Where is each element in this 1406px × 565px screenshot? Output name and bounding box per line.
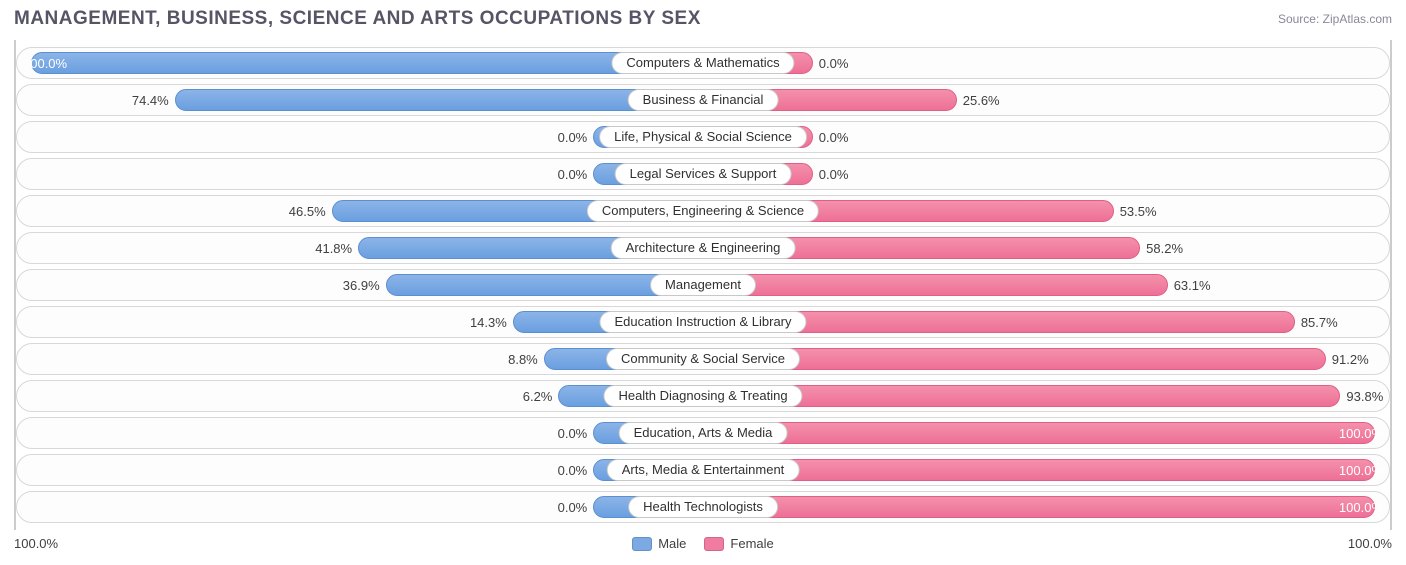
male-value-label: 6.2% [523, 381, 553, 412]
female-value-label: 91.2% [1332, 344, 1369, 375]
category-pill: Computers & Mathematics [611, 52, 794, 74]
male-value-label: 0.0% [558, 492, 588, 523]
chart-row: 36.9% 63.1% Management [16, 269, 1390, 301]
swatch-female [704, 537, 724, 551]
female-bar [703, 496, 1375, 518]
female-bar [703, 422, 1375, 444]
legend-item-female: Female [704, 536, 773, 551]
category-pill: Computers, Engineering & Science [587, 200, 819, 222]
category-pill: Life, Physical & Social Science [599, 126, 807, 148]
category-pill: Community & Social Service [606, 348, 800, 370]
category-pill: Health Diagnosing & Treating [603, 385, 802, 407]
legend-label-male: Male [658, 536, 686, 551]
male-value-label: 0.0% [558, 418, 588, 449]
female-value-label: 100.0% [1339, 418, 1383, 449]
chart-row: 46.5% 53.5% Computers, Engineering & Scien… [16, 195, 1390, 227]
male-value-label: 100.0% [23, 48, 67, 79]
female-value-label: 0.0% [819, 48, 849, 79]
chart-row: 41.8% 58.2% Architecture & Engineering [16, 232, 1390, 264]
chart-header: MANAGEMENT, BUSINESS, SCIENCE AND ARTS O… [14, 8, 1392, 30]
category-pill: Architecture & Engineering [611, 237, 796, 259]
category-pill: Arts, Media & Entertainment [607, 459, 800, 481]
female-value-label: 93.8% [1346, 381, 1383, 412]
category-pill: Health Technologists [628, 496, 778, 518]
chart-source: Source: ZipAtlas.com [1278, 8, 1392, 26]
category-pill: Education, Arts & Media [619, 422, 788, 444]
male-bar [31, 52, 703, 74]
female-value-label: 25.6% [963, 85, 1000, 116]
chart-title: MANAGEMENT, BUSINESS, SCIENCE AND ARTS O… [14, 8, 701, 30]
chart-row: 8.8% 91.2% Community & Social Service [16, 343, 1390, 375]
female-value-label: 0.0% [819, 159, 849, 190]
male-value-label: 0.0% [558, 455, 588, 486]
chart-row: 0.0% 100.0% Education, Arts & Media [16, 417, 1390, 449]
female-value-label: 0.0% [819, 122, 849, 153]
category-pill: Education Instruction & Library [599, 311, 806, 333]
female-value-label: 63.1% [1174, 270, 1211, 301]
chart-row: 14.3% 85.7% Education Instruction & Librar… [16, 306, 1390, 338]
female-value-label: 53.5% [1120, 196, 1157, 227]
male-value-label: 14.3% [470, 307, 507, 338]
female-value-label: 100.0% [1339, 492, 1383, 523]
male-value-label: 36.9% [343, 270, 380, 301]
legend-label-female: Female [730, 536, 773, 551]
legend-item-male: Male [632, 536, 686, 551]
male-value-label: 46.5% [289, 196, 326, 227]
male-value-label: 41.8% [315, 233, 352, 264]
female-bar [703, 459, 1375, 481]
diverging-bar-chart: 100.0% 0.0% Computers & Mathematics 74.4% 25… [14, 40, 1392, 530]
male-value-label: 8.8% [508, 344, 538, 375]
category-pill: Management [650, 274, 756, 296]
male-value-label: 74.4% [132, 85, 169, 116]
legend: Male Female [632, 536, 774, 551]
chart-row: 0.0% 0.0% Life, Physical & Social Science [16, 121, 1390, 153]
female-bar [703, 274, 1168, 296]
male-value-label: 0.0% [558, 159, 588, 190]
female-value-label: 100.0% [1339, 455, 1383, 486]
chart-row: 0.0% 100.0% Arts, Media & Entertainment [16, 454, 1390, 486]
chart-row: 0.0% 100.0% Health Technologists [16, 491, 1390, 523]
male-value-label: 0.0% [558, 122, 588, 153]
chart-footer: 100.0% Male Female 100.0% [14, 536, 1392, 551]
chart-row: 100.0% 0.0% Computers & Mathematics [16, 47, 1390, 79]
chart-row: 74.4% 25.6% Business & Financial [16, 84, 1390, 116]
male-bar [175, 89, 703, 111]
axis-left-label: 100.0% [14, 536, 58, 551]
female-value-label: 85.7% [1301, 307, 1338, 338]
swatch-male [632, 537, 652, 551]
chart-row: 0.0% 0.0% Legal Services & Support [16, 158, 1390, 190]
chart-row: 6.2% 93.8% Health Diagnosing & Treating [16, 380, 1390, 412]
category-pill: Business & Financial [628, 89, 779, 111]
axis-right-label: 100.0% [1348, 536, 1392, 551]
female-value-label: 58.2% [1146, 233, 1183, 264]
category-pill: Legal Services & Support [615, 163, 792, 185]
